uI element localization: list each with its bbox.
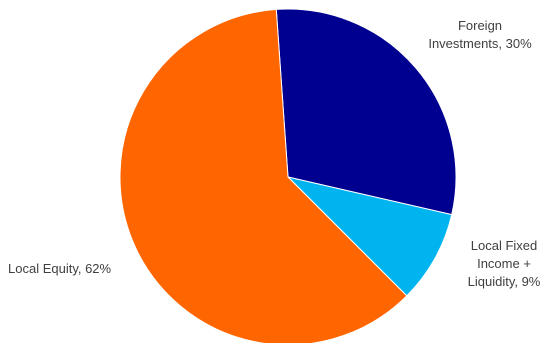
pie-slice-local-fixed-income-liquidity [286, 176, 453, 297]
data-label-line: Foreign [458, 18, 502, 33]
data-label-local-equity: Local Equity, 62% [8, 261, 112, 276]
data-label-line: Local Fixed [471, 238, 537, 253]
data-label-line: Local Equity, 62% [8, 261, 112, 276]
pie-slices [119, 8, 457, 346]
pie-data-labels: Foreign Investments, 30% Local Fixed Income… [8, 18, 541, 289]
data-label-line: Liquidity, 9% [468, 274, 541, 289]
pie-slice-foreign-investments [275, 8, 457, 216]
pie-slice-local-equity [119, 8, 408, 346]
data-label-foreign-investments: Foreign Investments, 30% [428, 18, 532, 51]
data-label-line: Investments, 30% [428, 36, 532, 51]
data-label-local-fixed-income-liquidity: Local Fixed Income + Liquidity, 9% [468, 238, 541, 289]
data-label-line: Income + [477, 256, 531, 271]
